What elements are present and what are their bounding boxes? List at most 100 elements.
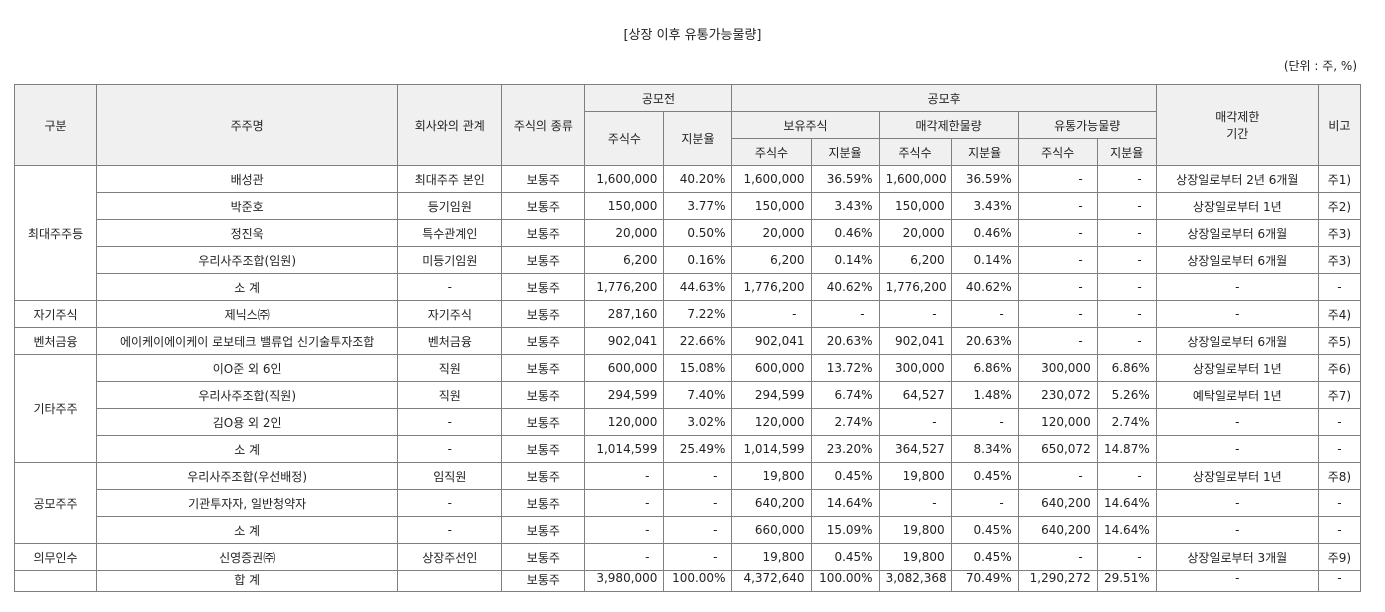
stock-type-cell: 보통주 [501,327,586,355]
stock-type-cell: 보통주 [501,300,586,328]
header-restricted: 매각제한물량 [878,111,1019,139]
pre-shares-cell: 120,000 [584,408,665,436]
table-row: 우리사주조합(임원) 미등기임원 보통주 6,200 0.16% 6,200 0.14% 6,… [15,246,1362,274]
stock-type-cell: 보통주 [501,354,586,382]
lockup-cell: 상장일로부터 6개월 [1155,327,1319,355]
trad-ratio-cell: 5.26% [1096,381,1157,409]
res-shares-cell: 902,041 [878,327,952,355]
note-cell: 주3) [1317,219,1362,247]
hold-ratio-cell: - [810,300,880,328]
total-category-cell [13,570,98,592]
relation-cell: 직원 [397,354,503,382]
pre-shares-cell: 150,000 [584,192,665,220]
header-relation: 회사와의 관계 [397,84,503,166]
note-cell: - [1317,273,1362,301]
trad-ratio-cell: - [1096,462,1157,490]
table-row: 자기주식 제닉스㈜ 자기주식 보통주 287,160 7.22% - - - - - - - 주4) [13,300,1362,328]
hold-ratio-cell: 0.46% [810,219,880,247]
table-row: 최대주주등 배성관 최대주주 본인 보통주 1,600,000 40.20% 1,600,0… [13,165,1362,301]
stock-type-cell: 보통주 [501,273,586,301]
res-shares-cell: 364,527 [878,435,952,463]
note-cell: 주5) [1317,327,1362,355]
res-shares-cell: 1,600,000 [878,165,952,193]
category-cell: 자기주식 [13,300,98,328]
hold-shares-cell: 20,000 [731,219,812,247]
res-shares-cell: 20,000 [878,219,952,247]
holder-cell: 우리사주조합(임원) [96,246,399,274]
holder-cell: 이O준 외 6인 [96,354,399,382]
note-cell: 주1) [1317,165,1362,193]
relation-cell: 특수관계인 [397,219,503,247]
header-res-ratio: 지분율 [950,138,1019,166]
stock-type-cell: 보통주 [501,435,586,463]
note-cell: 주3) [1317,246,1362,274]
note-cell: 주7) [1317,381,1362,409]
pre-shares-cell: 1,600,000 [584,165,665,193]
holder-cell: 소 계 [96,516,399,544]
res-ratio-cell: 0.45% [950,543,1019,571]
lockup-cell: - [1155,516,1319,544]
res-shares-cell: 6,200 [878,246,952,274]
lockup-cell: - [1155,489,1319,517]
header-trad-shares: 주식수 [1017,138,1098,166]
hold-ratio-cell: 6.74% [810,381,880,409]
table-row: 김O용 외 2인 - 보통주 120,000 3.02% 120,000 2.74% - -12… [15,408,1362,436]
table-body: 최대주주등 배성관 최대주주 본인 보통주 1,600,000 40.20% 1,600,0… [13,165,1362,592]
category-cell: 기타주주 [13,354,98,463]
res-ratio-cell: - [950,408,1019,436]
table-row: 벤처금융 에이케이에이케이 로보테크 밸류업 신기술투자조합 벤처금융 보통주 902,… [13,327,1362,355]
hold-shares-cell: - [731,300,812,328]
holder-cell: 제닉스㈜ [96,300,399,328]
trad-shares-cell: - [1017,165,1098,193]
pre-ratio-cell: - [663,543,733,571]
hold-ratio-cell: 100.00% [810,570,880,592]
hold-ratio-cell: 0.45% [810,543,880,571]
pre-ratio-cell: 22.66% [663,327,733,355]
relation-cell: - [397,273,503,301]
hold-shares-cell: 1,776,200 [731,273,812,301]
res-shares-cell: 19,800 [878,543,952,571]
trad-shares-cell: - [1017,300,1098,328]
res-ratio-cell: 6.86% [950,354,1019,382]
stock-type-cell: 보통주 [501,570,586,592]
header-stock-type: 주식의 종류 [501,84,586,166]
hold-shares-cell: 640,200 [731,489,812,517]
lockup-cell: 상장일로부터 2년 6개월 [1155,165,1319,193]
holder-cell: 우리사주조합(직원) [96,381,399,409]
trad-shares-cell: - [1017,192,1098,220]
relation-cell: 직원 [397,381,503,409]
unit-label: (단위 : 주, %) [1283,59,1357,73]
table-row: 기관투자자, 일반청약자 - 보통주 - -640,200 14.64% - -640,200… [15,489,1362,517]
holder-cell: 기관투자자, 일반청약자 [96,489,399,517]
trad-ratio-cell: - [1096,273,1157,301]
lockup-cell: 상장일로부터 1년 [1155,462,1319,490]
res-ratio-cell: 0.46% [950,219,1019,247]
lockup-cell: - [1155,570,1319,592]
header-lockup-line1: 매각제한 [1215,110,1260,124]
lockup-cell: - [1155,435,1319,463]
pre-shares-cell: - [584,543,665,571]
trad-shares-cell: - [1017,219,1098,247]
pre-shares-cell: - [584,516,665,544]
hold-ratio-cell: 20.63% [810,327,880,355]
header-hold-shares: 주식수 [731,138,812,166]
res-ratio-cell: 70.49% [950,570,1019,592]
note-cell: - [1317,570,1362,592]
pre-shares-cell: 1,014,599 [584,435,665,463]
res-ratio-cell: 40.62% [950,273,1019,301]
res-ratio-cell: 1.48% [950,381,1019,409]
trad-shares-cell: - [1017,462,1098,490]
holder-cell: 에이케이에이케이 로보테크 밸류업 신기술투자조합 [96,327,399,355]
category-cell: 최대주주등 [13,165,98,301]
trad-shares-cell: - [1017,543,1098,571]
hold-shares-cell: 120,000 [731,408,812,436]
relation-cell: 임직원 [397,462,503,490]
hold-ratio-cell: 13.72% [810,354,880,382]
relation-cell: - [397,408,503,436]
holder-cell: 배성관 [96,165,399,193]
lockup-cell: - [1155,300,1319,328]
pre-ratio-cell: 44.63% [663,273,733,301]
holder-cell: 신영증권㈜ [96,543,399,571]
relation-cell: - [397,489,503,517]
pre-shares-cell: 20,000 [584,219,665,247]
